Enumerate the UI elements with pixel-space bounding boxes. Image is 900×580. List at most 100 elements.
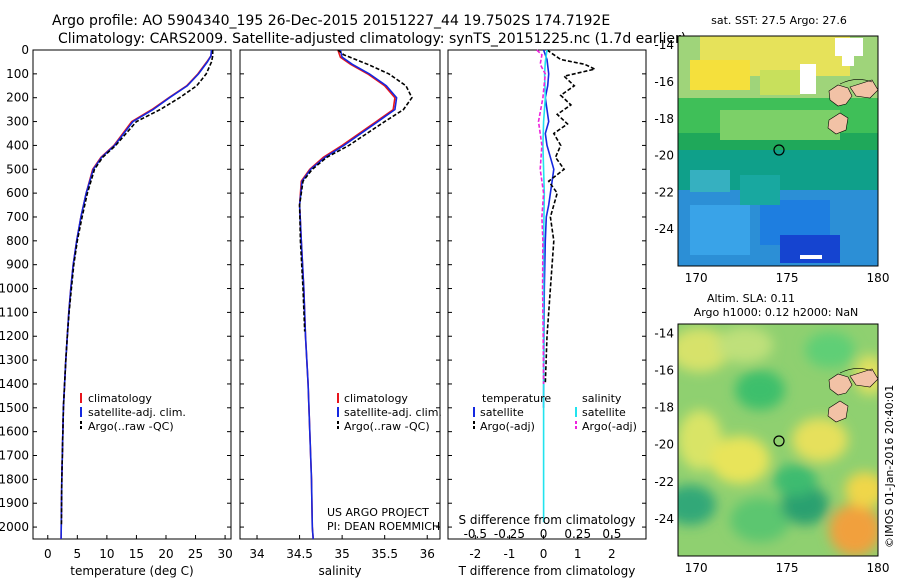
map-lon-tick-label: 180 — [867, 271, 890, 285]
series-line-argorawqc — [298, 49, 413, 332]
pi-label: PI: DEAN ROEMMICH — [327, 520, 440, 533]
depth-tick-label: 1000 — [0, 282, 29, 296]
x-tick-label: -1 — [503, 547, 515, 561]
map-lat-tick-label: -20 — [654, 149, 674, 163]
series-line-climatology — [60, 49, 213, 540]
sst-map-image — [678, 36, 878, 266]
depth-tick-label: 100 — [6, 67, 29, 81]
series-line-temperature-argoadj — [544, 49, 598, 385]
legend-label-climatology: climatology — [344, 392, 408, 405]
x-tick-label: 35.5 — [371, 547, 398, 561]
x-tick-label: 34.5 — [286, 547, 313, 561]
depth-tick-label: 1700 — [0, 449, 29, 463]
profile-x-axes: 0 5 10 15 20 25 30 34 34.5 35 35.5 36 -2 -1 0 1 2 -0.5 -0.… — [44, 527, 621, 561]
series-line-temperature-satellite — [542, 49, 555, 408]
depth-tick-label: 600 — [6, 186, 29, 200]
series-line-salinity-argoadj — [536, 49, 547, 385]
difference-panel-frame — [447, 49, 647, 540]
x-tick-label: 15 — [129, 547, 144, 561]
sst-argo-location-marker — [773, 144, 785, 156]
sla-map-image — [678, 324, 878, 556]
depth-tick-label: 1600 — [0, 425, 29, 439]
map-lat-tick-label: -24 — [654, 512, 674, 526]
t-difference-axis-label: T difference from climatology — [458, 564, 636, 578]
depth-tick-label: 2000 — [0, 520, 29, 534]
map-lat-tick-label: -14 — [654, 38, 674, 52]
sla-map-frame — [677, 323, 879, 557]
imos-credit: ©IMOS 01-Jan-2016 20:40:01 — [883, 385, 896, 548]
legend-label-t-satellite: satellite — [480, 406, 524, 419]
map-lon-tick-label: 170 — [685, 561, 708, 575]
map-lon-tick-label: 175 — [776, 271, 799, 285]
legend-label-argo: Argo(..raw -QC) — [344, 420, 430, 433]
depth-tick-label: 1400 — [0, 377, 29, 391]
x-tick-label: -2 — [469, 547, 481, 561]
x-tick-label: 35 — [334, 547, 349, 561]
legend-label-argo: Argo(..raw -QC) — [88, 420, 174, 433]
temperature-legend: climatology satellite-adj. clim. Argo(..… — [80, 392, 186, 433]
temperature-panel-frame — [32, 49, 232, 540]
map-lat-tick-label: -18 — [654, 401, 674, 415]
sst-map-title: sat. SST: 27.5 Argo: 27.6 — [711, 14, 847, 27]
depth-tick-label: 700 — [6, 210, 29, 224]
map-lon-tick-label: 180 — [867, 561, 890, 575]
depth-tick-label: 200 — [6, 91, 29, 105]
x-tick-label: 2 — [608, 547, 616, 561]
map-lat-tick-label: -24 — [654, 222, 674, 236]
legend-heading-salinity: salinity — [582, 392, 622, 405]
depth-tick-label: 400 — [6, 138, 29, 152]
difference-profile-lines — [536, 49, 598, 523]
series-line-satelliteadjclim — [60, 49, 213, 540]
map-lon-tick-label: 175 — [776, 561, 799, 575]
legend-label-satellite: satellite-adj. clim. — [344, 406, 442, 419]
x-tick-label: 34 — [249, 547, 264, 561]
map-lat-tick-label: -22 — [654, 185, 674, 199]
s-diff-tick-label: 0.5 — [602, 527, 621, 541]
header-line-1: Argo profile: AO 5904340_195 26-Dec-2015… — [52, 13, 610, 29]
salinity-axis-label: salinity — [318, 564, 361, 578]
map-lat-tick-label: -18 — [654, 112, 674, 126]
map-lon-tick-label: 170 — [685, 271, 708, 285]
depth-axis: 0 100 200 300 400 500 600 700 800 900 1000 1100 1200… — [0, 43, 646, 534]
x-tick-label: 5 — [74, 547, 82, 561]
legend-heading-temperature: temperature — [482, 392, 551, 405]
map-lat-tick-label: -22 — [654, 475, 674, 489]
s-diff-tick-label: 0 — [540, 527, 548, 541]
legend-label-t-argo: Argo(-adj) — [480, 420, 535, 433]
depth-tick-label: 0 — [21, 43, 29, 57]
depth-tick-label: 1800 — [0, 472, 29, 486]
salinity-legend: climatology satellite-adj. clim. Argo(..… — [337, 392, 442, 433]
x-tick-label: 20 — [158, 547, 173, 561]
s-diff-tick-label: -0.25 — [494, 527, 525, 541]
depth-tick-label: 1500 — [0, 401, 29, 415]
temperature-profile-lines — [60, 49, 214, 540]
sla-map-title: Altim. SLA: 0.11 — [707, 292, 795, 305]
salinity-panel-frame — [239, 49, 441, 540]
s-diff-tick-label: -0.5 — [464, 527, 487, 541]
legend-label-s-argo: Argo(-adj) — [582, 420, 637, 433]
legend-label-satellite: satellite-adj. clim. — [88, 406, 186, 419]
sla-map-subtitle: Argo h1000: 0.12 h2000: NaN — [694, 306, 859, 319]
legend-label-s-satellite: satellite — [582, 406, 626, 419]
s-diff-tick-label: 0.25 — [564, 527, 591, 541]
depth-tick-label: 900 — [6, 258, 29, 272]
header-line-2: Climatology: CARS2009. Satellite-adjuste… — [58, 31, 686, 47]
map-lat-tick-label: -16 — [654, 363, 674, 377]
map-axes: -14 -16 -18 -20 -22 -24 170 175 180 -14 -16 -18 -20 -… — [654, 38, 889, 575]
map-lat-tick-label: -14 — [654, 326, 674, 340]
x-tick-label: 30 — [217, 547, 232, 561]
s-difference-axis-label: S difference from climatology — [459, 513, 636, 527]
salinity-profile-lines — [298, 49, 413, 540]
legend-label-climatology: climatology — [88, 392, 152, 405]
sst-map-frame — [677, 35, 879, 267]
depth-tick-label: 1200 — [0, 329, 29, 343]
x-tick-label: 36 — [420, 547, 435, 561]
difference-legend: temperature satellite Argo(-adj) salinit… — [473, 392, 637, 433]
depth-tick-label: 1900 — [0, 496, 29, 510]
temperature-axis-label: temperature (deg C) — [70, 564, 193, 578]
sla-argo-location-marker — [773, 435, 785, 447]
project-label: US ARGO PROJECT — [327, 506, 429, 519]
x-tick-label: 10 — [99, 547, 114, 561]
x-tick-label: 1 — [574, 547, 582, 561]
